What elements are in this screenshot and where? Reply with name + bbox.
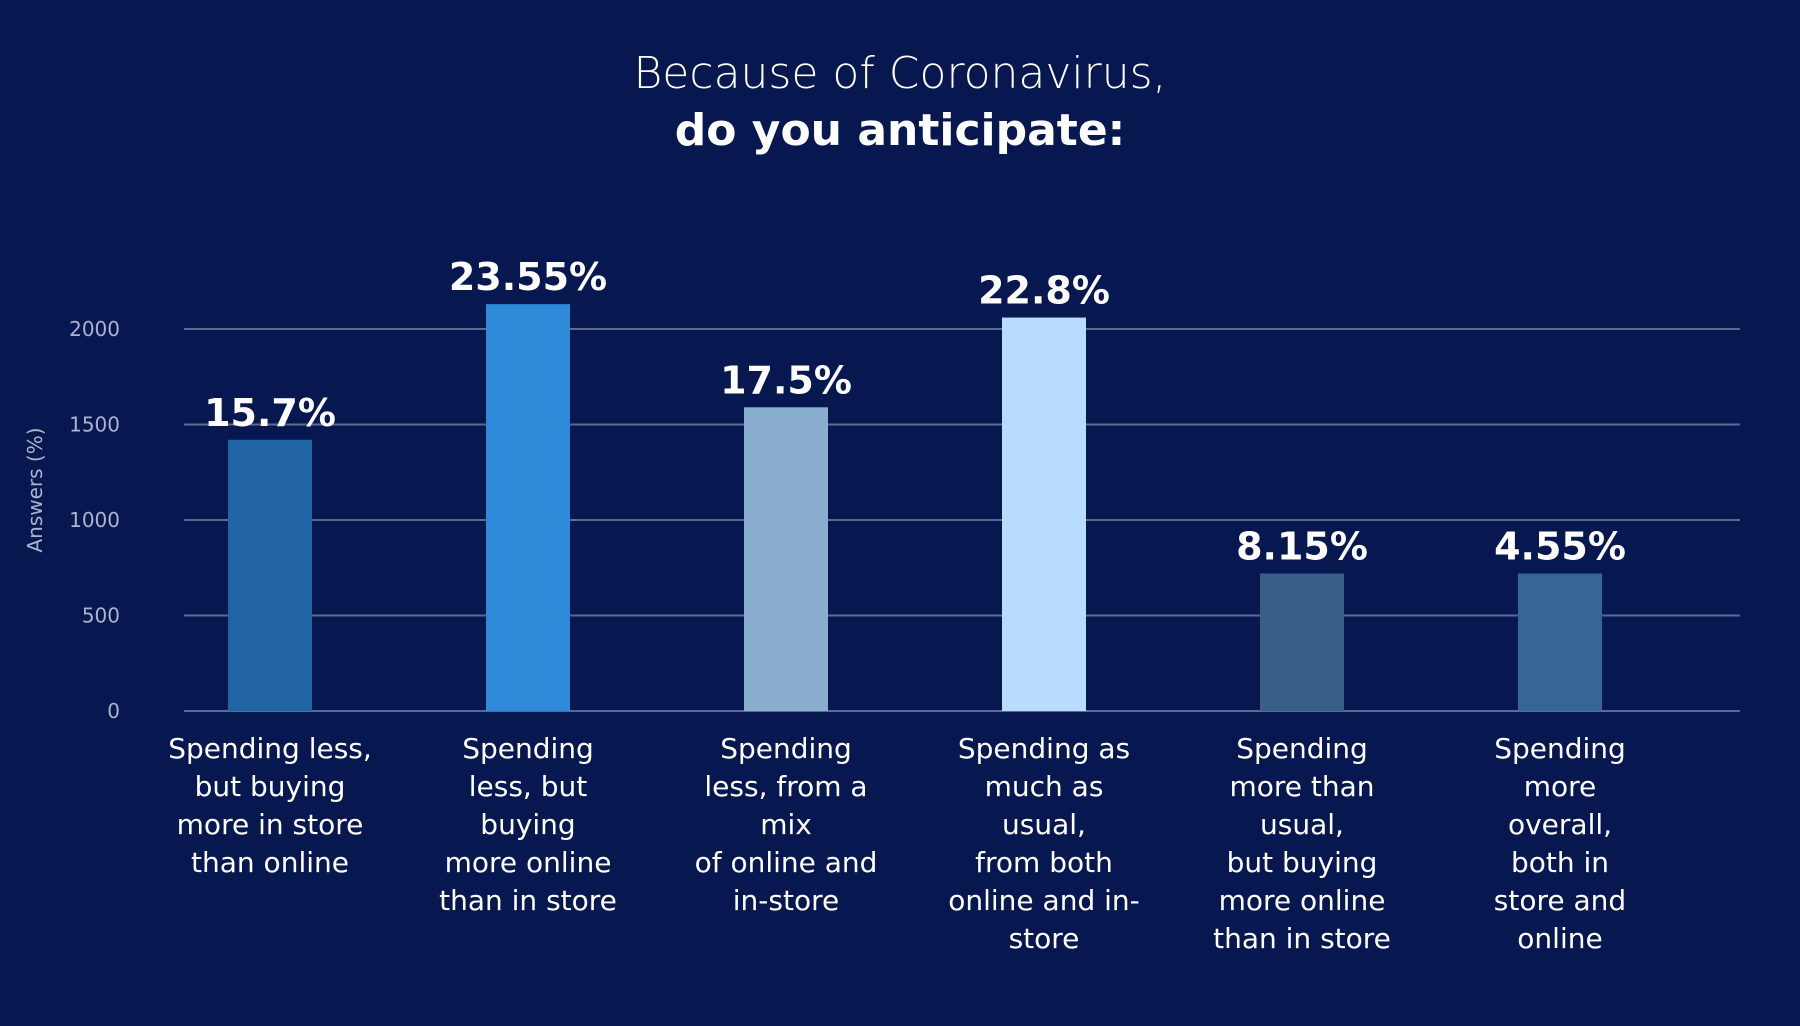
x-tick-label: Spending more than usual, but buying more on… (1213, 732, 1391, 955)
y-tick-label: 1500 (69, 413, 120, 437)
bar (228, 439, 312, 711)
x-tick-label: Spending less, but buying more in store tha… (168, 732, 372, 879)
x-tick-label: Spending more overall, both in store and onli… (1494, 732, 1626, 955)
x-tick-label: Spending less, but buying more online than i… (439, 732, 617, 917)
bar (1518, 573, 1602, 711)
bar (486, 304, 570, 711)
x-tick-label: Spending less, from a mix of online and in-s… (695, 732, 878, 917)
y-tick-label: 1000 (69, 508, 120, 532)
x-tick-label: Spending as much as usual, from both online … (948, 732, 1140, 955)
chart-title: Because of Coronavirus, (634, 48, 1167, 99)
bar (1260, 573, 1344, 711)
data-label: 23.55% (449, 255, 607, 299)
y-axis-label: Answers (%) (23, 427, 47, 552)
data-label: 22.8% (978, 269, 1110, 313)
data-label: 4.55% (1494, 524, 1626, 568)
data-label: 15.7% (204, 391, 336, 435)
y-tick-label: 500 (82, 604, 120, 628)
data-label: 17.5% (720, 358, 852, 402)
y-tick-label: 2000 (69, 317, 120, 341)
bar (744, 407, 828, 711)
data-label: 8.15% (1236, 524, 1368, 568)
bar (1002, 317, 1086, 711)
chart-subtitle: do you anticipate: (675, 105, 1126, 156)
y-tick-label: 0 (107, 699, 120, 723)
